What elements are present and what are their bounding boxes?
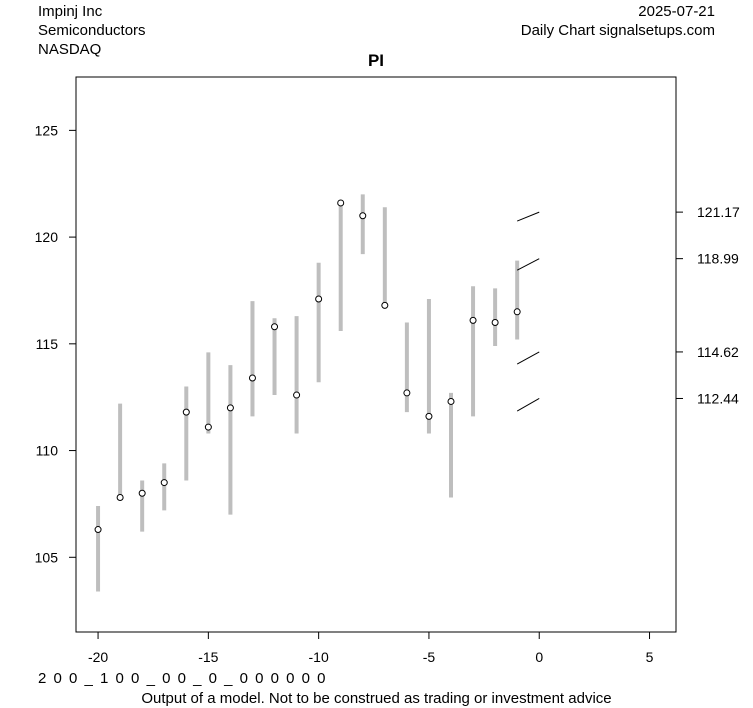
chart-date: 2025-07-21 — [638, 3, 715, 20]
close-point — [94, 526, 102, 534]
close-point — [204, 423, 212, 431]
close-point — [513, 308, 521, 316]
close-point — [116, 494, 124, 502]
close-point — [293, 391, 301, 399]
close-point — [315, 295, 323, 303]
x-tick-label: 5 — [646, 649, 654, 665]
close-point — [381, 301, 389, 309]
projection-line — [516, 211, 540, 222]
y-tick-label: 120 — [35, 229, 59, 245]
model-codes: 2 0 0 _ 1 0 0 _ 0 0 _ 0 _ 0 0 0 0 0 0 — [38, 670, 328, 687]
close-point — [469, 316, 477, 324]
close-point — [138, 489, 146, 497]
source-label: Daily Chart signalsetups.com — [520, 22, 715, 39]
close-point — [403, 389, 411, 397]
y-tick-label: 110 — [36, 443, 59, 459]
close-point — [248, 374, 256, 382]
projection-line — [516, 398, 540, 412]
x-tick-label: -15 — [198, 649, 218, 665]
close-point — [491, 318, 499, 326]
exchange-label: NASDAQ — [38, 41, 102, 58]
y-tick-label: 125 — [35, 122, 59, 138]
close-point — [359, 212, 367, 220]
y-tick-label: 115 — [36, 336, 59, 352]
projection-line — [516, 258, 540, 271]
right-tick-label: 112.44 — [697, 390, 739, 406]
x-tick-label: -20 — [88, 649, 108, 665]
y-tick-label: 105 — [35, 549, 59, 565]
close-point — [337, 199, 345, 207]
right-tick-label: 114.62 — [697, 344, 739, 360]
close-point — [425, 412, 433, 420]
disclaimer: Output of a model. Not to be construed a… — [141, 690, 612, 707]
chart-title: PI — [368, 51, 384, 70]
close-point — [226, 404, 234, 412]
close-point — [160, 479, 168, 487]
close-point — [271, 323, 279, 331]
plot-frame — [75, 76, 677, 633]
close-point — [447, 397, 455, 405]
sector-label: Semiconductors — [38, 22, 146, 39]
projection-line — [516, 351, 540, 365]
company-name: Impinj Inc — [38, 3, 103, 20]
right-tick-label: 121.17 — [697, 204, 740, 220]
x-tick-label: -10 — [309, 649, 329, 665]
close-point — [182, 408, 190, 416]
right-tick-label: 118.99 — [697, 251, 739, 267]
x-tick-label: -5 — [423, 649, 436, 665]
x-tick-label: 0 — [535, 649, 543, 665]
